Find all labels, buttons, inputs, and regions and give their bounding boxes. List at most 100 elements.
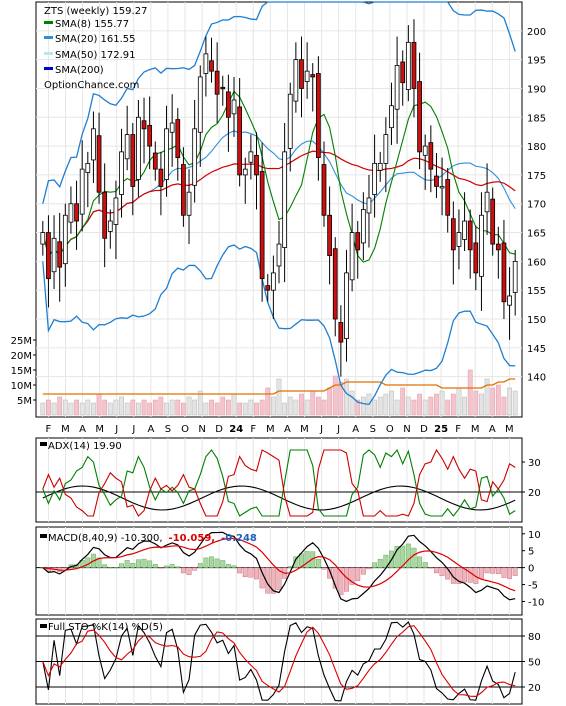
volume-bar	[192, 399, 198, 416]
volume-bar	[377, 396, 383, 416]
candle-body	[389, 105, 394, 129]
candle-body	[411, 41, 417, 89]
x-tick-label: A	[147, 424, 154, 435]
macd-signal-value: -0.248	[221, 533, 257, 544]
macd-swatch	[40, 534, 47, 538]
volume-bar	[287, 396, 293, 416]
candle-body	[147, 124, 153, 147]
volume-bar	[209, 399, 214, 416]
macd-histogram-bar	[270, 567, 276, 594]
candle-body	[366, 197, 372, 214]
candle-body	[501, 242, 507, 303]
macd-histogram-bar	[119, 563, 124, 568]
volume-bar	[282, 402, 288, 416]
x-tick-label: 25	[434, 424, 448, 435]
price-layer	[40, 19, 518, 377]
candle-body	[68, 203, 74, 223]
volume-bar	[400, 387, 406, 416]
macd-histogram-bar	[372, 562, 378, 568]
volume-bar	[164, 402, 169, 416]
adx-line	[42, 485, 516, 511]
volume-bar	[372, 399, 377, 416]
candle-body	[209, 60, 214, 72]
macd-histogram-bar	[400, 545, 406, 568]
volume-bar	[181, 402, 186, 416]
candle-body	[360, 209, 366, 244]
y-tick-label: 200	[527, 27, 546, 38]
macd-title: MACD(8,40,9) -10.300, -10.059, -0.248	[48, 533, 257, 544]
macd-histogram-bar	[259, 567, 265, 589]
candle-body	[40, 232, 46, 245]
volume-bar	[310, 390, 316, 416]
macd-histogram-bar	[130, 563, 136, 568]
volume-bar	[512, 390, 518, 416]
macd-histogram-bar	[405, 543, 411, 568]
sto-d-line	[42, 625, 516, 697]
candle-body	[248, 151, 254, 163]
candle-body	[46, 232, 51, 280]
x-tick-label: M	[505, 424, 514, 435]
x-tick-label: F	[46, 424, 52, 435]
volume-bar	[434, 393, 439, 416]
macd-histogram-bar	[107, 567, 113, 569]
candle-body	[130, 134, 136, 187]
candle-body	[450, 218, 456, 251]
watermark: OptionChance.com	[44, 80, 139, 91]
y-tick-label: 10	[528, 530, 541, 541]
volume-bar	[152, 399, 158, 416]
volume-bar	[259, 399, 265, 416]
candle-body	[287, 93, 293, 149]
candle-body	[512, 260, 518, 293]
candle-body	[57, 241, 63, 268]
candle-body	[484, 191, 490, 213]
volume-bar	[197, 390, 203, 416]
bollinger-upper	[42, 1, 516, 204]
macd-histogram-bar	[124, 560, 130, 568]
candle-body	[192, 128, 198, 186]
macd-histogram-bar	[366, 567, 372, 570]
candle-body	[473, 242, 479, 274]
candle-body	[332, 248, 338, 320]
volume-bar	[360, 396, 366, 416]
candle-body	[293, 59, 299, 102]
y-tick-label: 20	[528, 488, 541, 499]
volume-bar	[507, 387, 512, 416]
candle-body	[355, 232, 361, 251]
candle-body	[136, 116, 141, 180]
macd-histogram-bar	[180, 567, 186, 574]
candle-body	[231, 99, 237, 115]
macd-histogram-bar	[434, 567, 439, 574]
macd-histogram-bar	[377, 558, 383, 568]
macd-histogram-bar	[293, 556, 299, 568]
volume-bar	[456, 387, 462, 416]
volume-bar	[411, 399, 417, 416]
macd-histogram-bar	[439, 567, 445, 576]
y-tick-label: 195	[527, 56, 546, 67]
macd-histogram-bar	[456, 567, 462, 584]
y-tick-label: 190	[527, 84, 546, 95]
macd-histogram-bar	[478, 567, 484, 579]
macd-histogram-bar	[360, 567, 366, 575]
vol-tick-label: 5M	[17, 396, 32, 407]
volume-bar	[147, 402, 153, 416]
candle-body	[220, 86, 226, 90]
price-legend: ZTS (weekly) 159.27 SMA(8) 155.77 SMA(20…	[44, 6, 147, 91]
volume-bar	[445, 399, 451, 416]
candle-body	[445, 179, 451, 216]
volume-bar	[462, 396, 467, 416]
macd-histogram-bar	[462, 567, 468, 583]
candle-body	[439, 186, 445, 189]
macd-histogram-bar	[254, 567, 259, 580]
macd-histogram-bar	[147, 560, 153, 568]
y-tick-label: 20	[528, 683, 541, 694]
volume-bar	[68, 402, 74, 416]
volume-bar	[124, 402, 130, 416]
macd-histogram-bar	[152, 564, 158, 568]
bollinger-lower	[42, 244, 516, 406]
macd-histogram-bar	[85, 557, 91, 568]
macd-histogram-bar	[327, 567, 333, 579]
macd-histogram-bar	[417, 556, 423, 568]
y-tick-label: 175	[527, 171, 546, 182]
volume-bar	[175, 399, 181, 416]
volume-bar	[62, 399, 68, 416]
